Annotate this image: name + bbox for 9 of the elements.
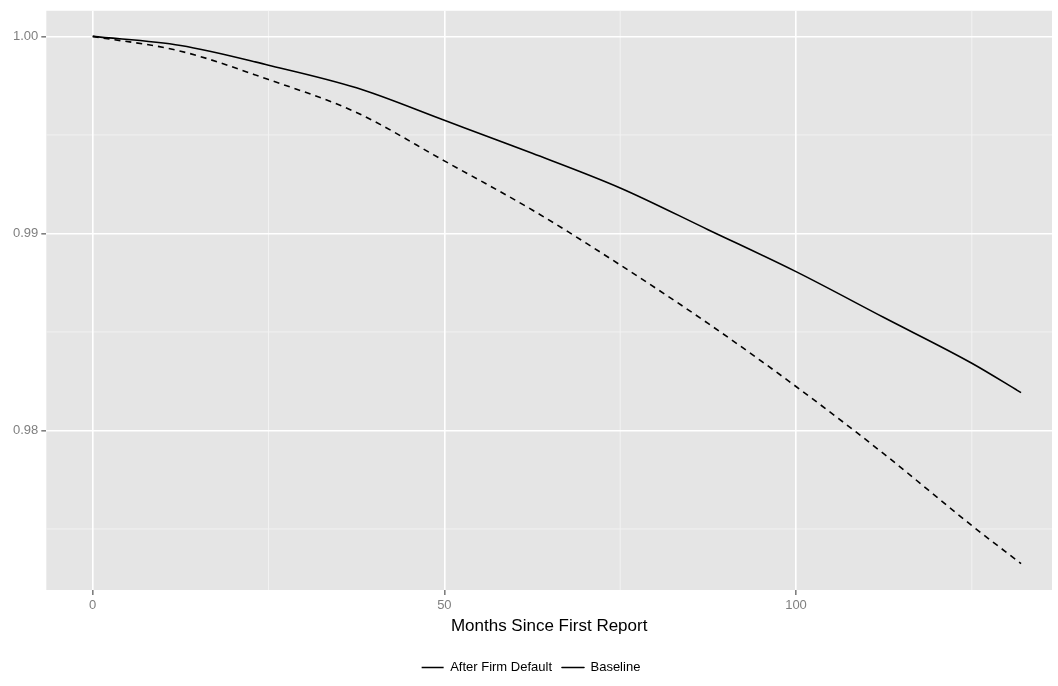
x-axis-title: Months Since First Report bbox=[450, 616, 648, 636]
y-tick-label: 1.00 bbox=[12, 27, 39, 43]
x-tick-label: 50 bbox=[437, 597, 452, 613]
x-tick-label: 0 bbox=[89, 597, 97, 613]
y-tick-label: 0.98 bbox=[12, 422, 39, 437]
legend-label: After Firm Default bbox=[450, 659, 553, 675]
y-tick-label: 0.99 bbox=[12, 225, 39, 240]
x-tick-label: 100 bbox=[785, 597, 807, 613]
legend-label: Baseline bbox=[590, 659, 641, 675]
